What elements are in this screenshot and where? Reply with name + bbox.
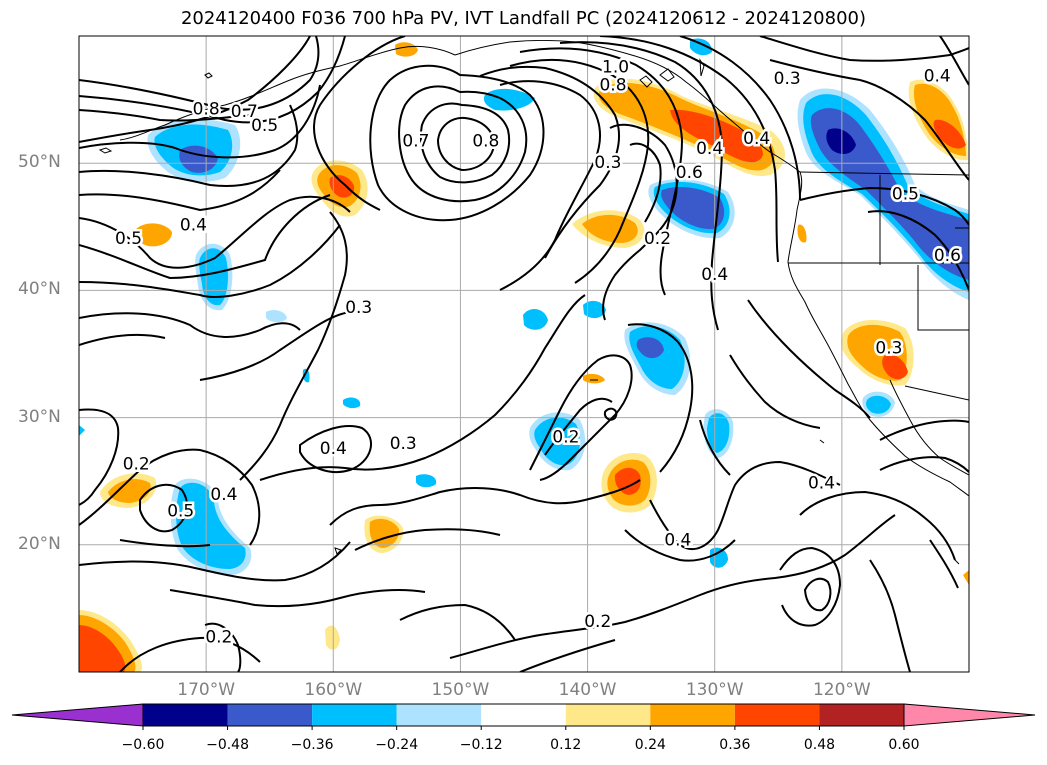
longitude-label: 170°W: [177, 680, 236, 700]
longitude-label: 140°W: [558, 680, 617, 700]
colorbar-segment: [565, 704, 651, 726]
contour-label: 0.4: [180, 215, 207, 235]
contour-label: 0.4: [320, 439, 347, 459]
contour-label: 0.4: [696, 139, 723, 159]
shaded-fields: [79, 38, 969, 672]
colorbar-under-extension: [11, 703, 144, 727]
contour-label: 0.2: [584, 612, 611, 632]
contour-label: 0.7: [402, 131, 429, 151]
negative-anomaly-shading: [79, 38, 969, 575]
longitude-label: 150°W: [431, 680, 490, 700]
contour-label: 0.5: [167, 501, 194, 521]
contour-label: 0.4: [743, 129, 770, 149]
gridlines: [79, 36, 969, 672]
contour-label: 0.5: [892, 185, 919, 205]
contour-labels: 1.00.8 0.3 0.40.8 0.70.50.7 0.80.30.60.40.40…: [113, 55, 964, 650]
colorbar: [11, 703, 1036, 730]
map-title: 2024120400 F036 700 hPa PV, IVT Landfall…: [180, 8, 867, 29]
latitude-label: 20°N: [18, 533, 61, 554]
colorbar-segment: [481, 704, 566, 726]
colorbar-tick-label: 0.12: [550, 737, 582, 753]
colorbar-tick-label: 0.24: [634, 737, 666, 753]
contour-label: 0.8: [599, 75, 626, 95]
colorbar-frame: [142, 703, 905, 727]
colorbar-tick-label: −0.60: [121, 737, 165, 753]
latitude-label: 50°N: [18, 152, 61, 173]
colorbar-tick-label: −0.12: [459, 737, 503, 753]
colorbar-tick-label: −0.48: [206, 737, 249, 753]
colorbar-tick-label: −0.24: [375, 737, 419, 753]
contour-label: 0.8: [472, 131, 499, 151]
colorbar-segment: [734, 704, 820, 726]
colorbar-tick-label: 0.48: [803, 737, 836, 753]
contour-label: 0.2: [205, 627, 232, 647]
contour-label: 0.3: [875, 339, 902, 359]
contour-label: 0.8: [193, 100, 220, 120]
positive-anomaly-shading: [79, 42, 969, 672]
contour-label: 0.4: [924, 66, 951, 86]
contour-label: 0.6: [934, 246, 961, 266]
contour-label: 0.7: [231, 102, 258, 122]
contour-label: 0.3: [594, 153, 621, 173]
contour-label: 0.3: [390, 434, 417, 454]
longitude-label: 160°W: [304, 680, 363, 700]
contour-label: 0.5: [251, 116, 278, 136]
colorbar-tick-label: −0.36: [290, 737, 334, 753]
contour-label: 0.5: [115, 229, 142, 249]
colorbar-tick-label: 0.36: [719, 737, 751, 753]
contour-label: 1.0: [602, 58, 629, 78]
pv-contours: [79, 36, 969, 672]
contour-label: 0.2: [123, 454, 150, 474]
latitude-label: 30°N: [18, 406, 61, 427]
contour-label: 0.3: [345, 298, 372, 318]
colorbar-segment: [396, 704, 482, 726]
contour-label: 0.4: [664, 531, 691, 551]
contour-label: 0.3: [774, 69, 801, 89]
contour-label: 0.4: [701, 265, 728, 285]
colorbar-segment: [143, 704, 228, 726]
coastlines: [98, 40, 969, 565]
longitude-label: 130°W: [685, 680, 744, 700]
longitude-label: 120°W: [812, 680, 871, 700]
contour-label: 0.4: [808, 473, 835, 493]
colorbar-segment: [312, 704, 397, 726]
contour-label: 0.2: [644, 229, 671, 249]
contour-label: 0.6: [676, 163, 703, 183]
colorbar-segment: [227, 704, 313, 726]
plot-frame: [78, 35, 970, 673]
colorbar-segment: [650, 704, 735, 726]
latitude-label: 40°N: [18, 279, 61, 300]
colorbar-tick-label: 0.60: [888, 737, 920, 753]
colorbar-over-extension: [903, 703, 1036, 727]
contour-label: 0.2: [552, 428, 579, 448]
contour-label: 0.4: [210, 485, 237, 505]
colorbar-segment: [819, 704, 904, 726]
